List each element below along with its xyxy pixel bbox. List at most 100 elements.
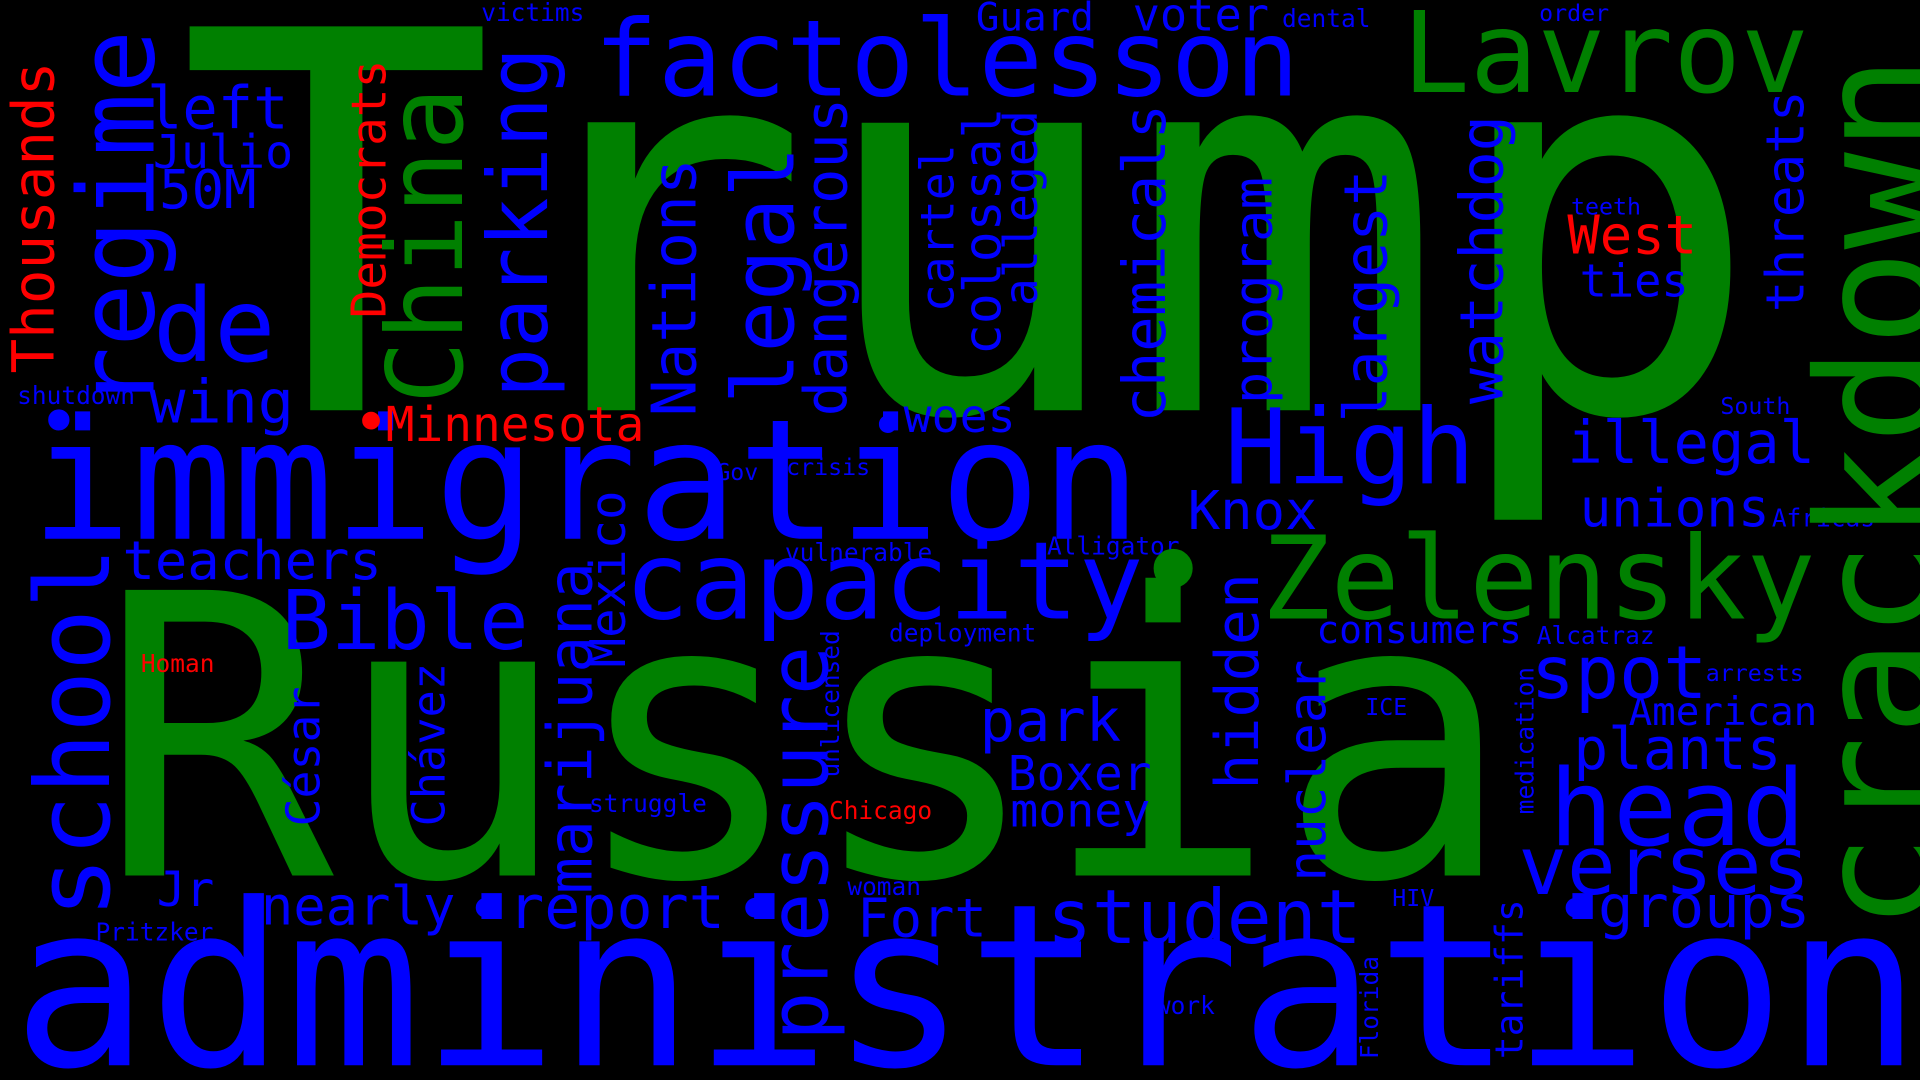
- word: Guard: [976, 0, 1094, 41]
- word: dental: [1282, 4, 1370, 33]
- word: shutdown: [17, 381, 135, 410]
- word: Trump: [178, 0, 1763, 535]
- word: nuclear: [1278, 660, 1339, 882]
- word: capacity: [624, 519, 1143, 644]
- word: •: [735, 870, 776, 949]
- word: unlicensed: [816, 630, 845, 777]
- word: largest: [1331, 170, 1401, 423]
- word: Minnesota: [386, 398, 645, 453]
- word: regime: [56, 30, 179, 410]
- word: Homan: [141, 649, 215, 678]
- word: High: [1224, 387, 1475, 509]
- word: crisis: [786, 454, 870, 481]
- word: Fort: [857, 887, 987, 950]
- word: Mexico: [580, 490, 637, 667]
- word: victims: [481, 0, 584, 27]
- word: program: [1222, 177, 1285, 404]
- word: alleged: [994, 110, 1048, 306]
- word: Russia: [98, 513, 1513, 969]
- word: legal: [715, 146, 815, 404]
- word: chemicals: [1110, 104, 1179, 422]
- word: pressure: [753, 646, 848, 1041]
- word: vulnerable: [785, 538, 932, 567]
- word: woes: [904, 389, 1016, 443]
- word: consumers: [1316, 608, 1522, 652]
- word: •: [353, 387, 390, 458]
- word: voter: [1133, 0, 1269, 42]
- word: Knox: [1188, 479, 1318, 542]
- word: American: [1629, 690, 1818, 735]
- word: factolesson: [594, 0, 1299, 122]
- word: teachers: [122, 529, 381, 592]
- word: report: [508, 873, 725, 943]
- word: illegal: [1567, 408, 1815, 477]
- word: plants: [1573, 716, 1781, 783]
- word: spot: [1531, 631, 1708, 716]
- word: West: [1567, 203, 1697, 266]
- word: Chávez: [403, 663, 456, 827]
- word: •: [869, 391, 906, 462]
- word: verses: [1518, 820, 1810, 914]
- word: Julio: [153, 125, 293, 179]
- word: woman: [847, 872, 921, 901]
- word: dangerous: [792, 98, 861, 416]
- word: student: [1047, 874, 1362, 961]
- word: •: [37, 380, 81, 465]
- word: South: [1720, 393, 1790, 420]
- word: school: [15, 547, 134, 919]
- word: •: [465, 870, 506, 949]
- word: Gov: [716, 459, 758, 486]
- word: work: [1156, 991, 1215, 1020]
- word: medication: [1510, 667, 1539, 814]
- word: head: [1549, 747, 1806, 871]
- word: teeth: [1571, 193, 1641, 220]
- word: Florida: [1355, 956, 1384, 1059]
- word: •: [1133, 493, 1214, 650]
- word: Bible: [282, 574, 529, 669]
- word: Lavrov: [1402, 0, 1809, 119]
- word: park: [980, 686, 1122, 755]
- word: struggle: [589, 789, 707, 818]
- word: left: [147, 74, 289, 143]
- word: watchdog: [1448, 115, 1518, 404]
- word: hidden: [1203, 573, 1273, 790]
- word: unions: [1580, 479, 1770, 540]
- word: administration: [12, 856, 1920, 1080]
- word: César: [276, 686, 330, 826]
- word: deployment: [889, 619, 1036, 648]
- word: Alligator: [1047, 532, 1180, 561]
- word: immigration: [31, 383, 1142, 579]
- word: Zelensky: [1261, 512, 1815, 646]
- word: Chicago: [829, 796, 932, 825]
- word: Boxer: [1008, 747, 1152, 802]
- word: ties: [1580, 254, 1689, 307]
- word: Thousands: [1, 62, 68, 374]
- word: colossal: [953, 108, 1013, 356]
- word: Pritzker: [96, 917, 214, 946]
- word: China: [364, 87, 487, 404]
- word: Alcatraz: [1537, 621, 1655, 650]
- word: 50M: [159, 158, 256, 221]
- word: threats: [1755, 90, 1816, 312]
- word: Democrats: [342, 60, 397, 319]
- word: groups: [1598, 872, 1810, 941]
- word: HIV: [1392, 885, 1434, 912]
- word: parking: [470, 47, 567, 398]
- word: tariffs: [1488, 899, 1532, 1059]
- word: marijuana: [535, 562, 606, 894]
- word: •: [1555, 870, 1596, 949]
- word: nearly: [261, 874, 456, 937]
- word: wing: [149, 367, 294, 437]
- word: de: [153, 267, 275, 385]
- word: Africas: [1772, 504, 1875, 533]
- word: arrests: [1706, 660, 1804, 687]
- word: money: [1010, 784, 1150, 838]
- word: cartel: [911, 144, 965, 312]
- word: Nations: [640, 158, 711, 416]
- word: order: [1539, 0, 1609, 27]
- word: ICE: [1365, 694, 1407, 721]
